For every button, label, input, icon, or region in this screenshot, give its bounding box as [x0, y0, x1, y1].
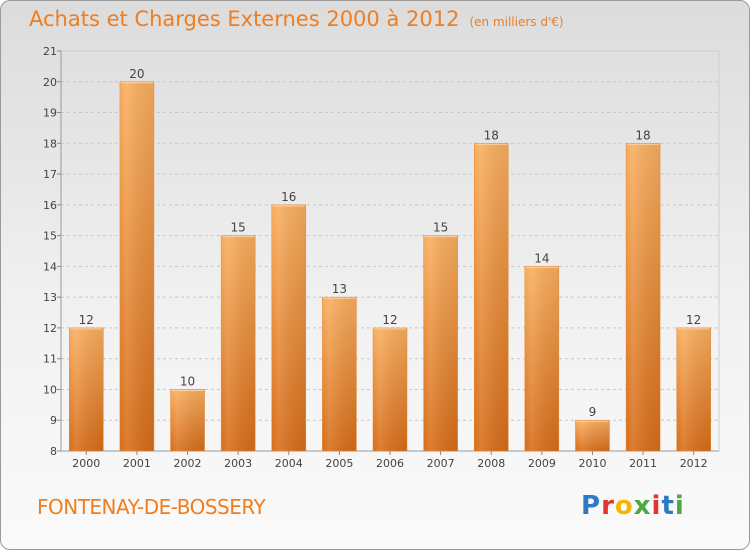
x-tick-label: 2002 — [174, 457, 202, 470]
data-label: 10 — [180, 374, 195, 388]
logo-letter: i — [674, 491, 685, 521]
x-tick-label: 2004 — [275, 457, 303, 470]
bar-shine — [322, 297, 357, 451]
y-tick-label: 12 — [43, 322, 57, 335]
data-label: 15 — [433, 221, 448, 235]
bar-shine — [271, 204, 306, 451]
chart-subtitle: (en milliers d'€) — [469, 15, 564, 29]
data-label: 13 — [332, 282, 347, 296]
x-tick-label: 2000 — [72, 457, 100, 470]
data-label: 9 — [589, 405, 597, 419]
y-tick-label: 20 — [43, 76, 57, 89]
bar-shine — [676, 327, 711, 451]
y-tick-label: 18 — [43, 137, 57, 150]
logo-letter: i — [651, 491, 662, 521]
x-tick-label: 2011 — [629, 457, 657, 470]
x-tick-label: 2010 — [578, 457, 606, 470]
data-label: 12 — [79, 313, 94, 327]
y-tick-label: 9 — [50, 414, 57, 427]
data-label: 12 — [686, 313, 701, 327]
x-tick-label: 2007 — [427, 457, 455, 470]
proxiti-logo: Proxiti — [581, 491, 685, 521]
bar-shine — [69, 327, 104, 451]
x-tick-label: 2008 — [477, 457, 505, 470]
data-label: 18 — [484, 128, 499, 142]
logo-letter: o — [614, 491, 634, 521]
place-name: FONTENAY-DE-BOSSERY — [37, 495, 266, 519]
x-tick-label: 2005 — [325, 457, 353, 470]
logo-letter: x — [633, 491, 652, 521]
y-tick-label: 15 — [43, 230, 57, 243]
bar-shine — [423, 235, 458, 451]
x-tick-label: 2001 — [123, 457, 151, 470]
x-tick-label: 2006 — [376, 457, 404, 470]
bar-shine — [170, 389, 205, 451]
logo-letter: t — [661, 491, 675, 521]
x-tick-label: 2003 — [224, 457, 252, 470]
logo-letter: P — [581, 491, 602, 521]
data-label: 18 — [635, 128, 650, 142]
bar-shine — [373, 327, 407, 451]
data-label: 12 — [382, 313, 397, 327]
logo-letter: r — [601, 491, 615, 521]
y-tick-label: 8 — [50, 445, 57, 458]
data-label: 15 — [231, 221, 246, 235]
data-label: 20 — [129, 67, 144, 81]
bar-shine — [575, 420, 610, 451]
data-label: 16 — [281, 190, 296, 204]
bar-shine — [221, 235, 256, 451]
bar-shine — [119, 81, 154, 452]
y-tick-label: 19 — [43, 107, 57, 120]
chart-title-text: Achats et Charges Externes 2000 à 2012 — [29, 7, 460, 31]
bar-shine — [474, 143, 509, 452]
y-tick-label: 13 — [43, 291, 57, 304]
y-tick-label: 10 — [43, 383, 57, 396]
y-tick-label: 16 — [43, 199, 57, 212]
chart-title: Achats et Charges Externes 2000 à 2012 (e… — [29, 7, 564, 31]
labels: 8 9 10 11 12 13 14 15 16 17 18 19 20 21 12 2000 20 2001 10… — [43, 45, 708, 470]
grid-lines — [60, 50, 720, 452]
bars — [69, 81, 711, 452]
y-tick-label: 14 — [43, 260, 57, 273]
data-label: 14 — [534, 251, 549, 265]
x-tick-label: 2012 — [680, 457, 708, 470]
y-tick-label: 11 — [43, 353, 57, 366]
y-tick-label: 17 — [43, 168, 57, 181]
y-tick-label: 21 — [43, 45, 57, 58]
bar-shine — [626, 143, 661, 452]
bar-shine — [524, 266, 559, 451]
x-tick-label: 2009 — [528, 457, 556, 470]
